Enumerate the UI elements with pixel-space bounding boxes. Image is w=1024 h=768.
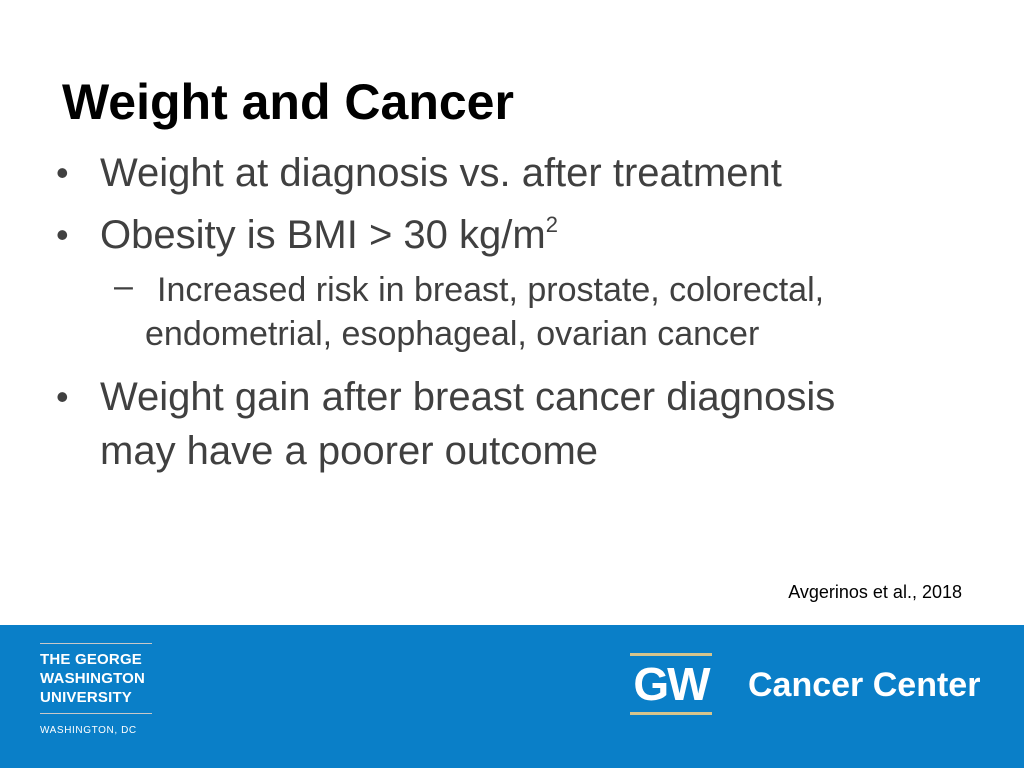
slide-title: Weight and Cancer [62,74,514,130]
bullet-dot-icon: • [56,152,69,193]
bullet-item: • Weight gain after breast cancer diagno… [56,370,976,478]
bullet-text: Weight at diagnosis vs. after treatment [100,151,782,195]
divider [40,643,152,644]
university-name-line: WASHINGTON [40,670,146,687]
bullet-list: • Weight at diagnosis vs. after treatmen… [56,146,976,486]
bullet-text: Obesity is BMI > 30 kg/m [100,213,546,257]
university-name-line: THE GEORGE [40,651,143,668]
university-city: WASHINGTON, DC [40,725,137,736]
sub-bullet-line: Increased risk in breast, prostate, colo… [157,271,825,309]
university-name: THE GEORGE WASHINGTON UNIVERSITY [40,650,152,707]
citation: Avgerinos et al., 2018 [788,582,962,602]
bullet-item: • Obesity is BMI > 30 kg/m2 [56,208,976,262]
footer-banner: THE GEORGE WASHINGTON UNIVERSITY WASHING… [0,625,1024,768]
divider [40,713,152,714]
bullet-line: Weight gain after breast cancer diagnosi… [100,375,836,419]
bullet-item: • Weight at diagnosis vs. after treatmen… [56,146,976,200]
dash-icon: – [114,267,133,305]
bullet-line: may have a poorer outcome [100,429,599,473]
sub-bullet-item: – Increased risk in breast, prostate, co… [56,267,976,356]
gw-logo-icon: GW [630,653,712,715]
logo-bar [630,653,712,656]
university-name-line: UNIVERSITY [40,689,133,706]
university-logo: THE GEORGE WASHINGTON UNIVERSITY WASHING… [40,643,152,738]
sub-bullet-line: endometrial, esophageal, ovarian cancer [145,315,760,353]
cancer-center-label: Cancer Center [748,666,981,704]
bullet-dot-icon: • [56,376,69,417]
logo-bar [630,712,712,715]
superscript: 2 [545,212,558,237]
gw-logo-letters: GW [633,658,710,710]
bullet-dot-icon: • [56,214,69,255]
